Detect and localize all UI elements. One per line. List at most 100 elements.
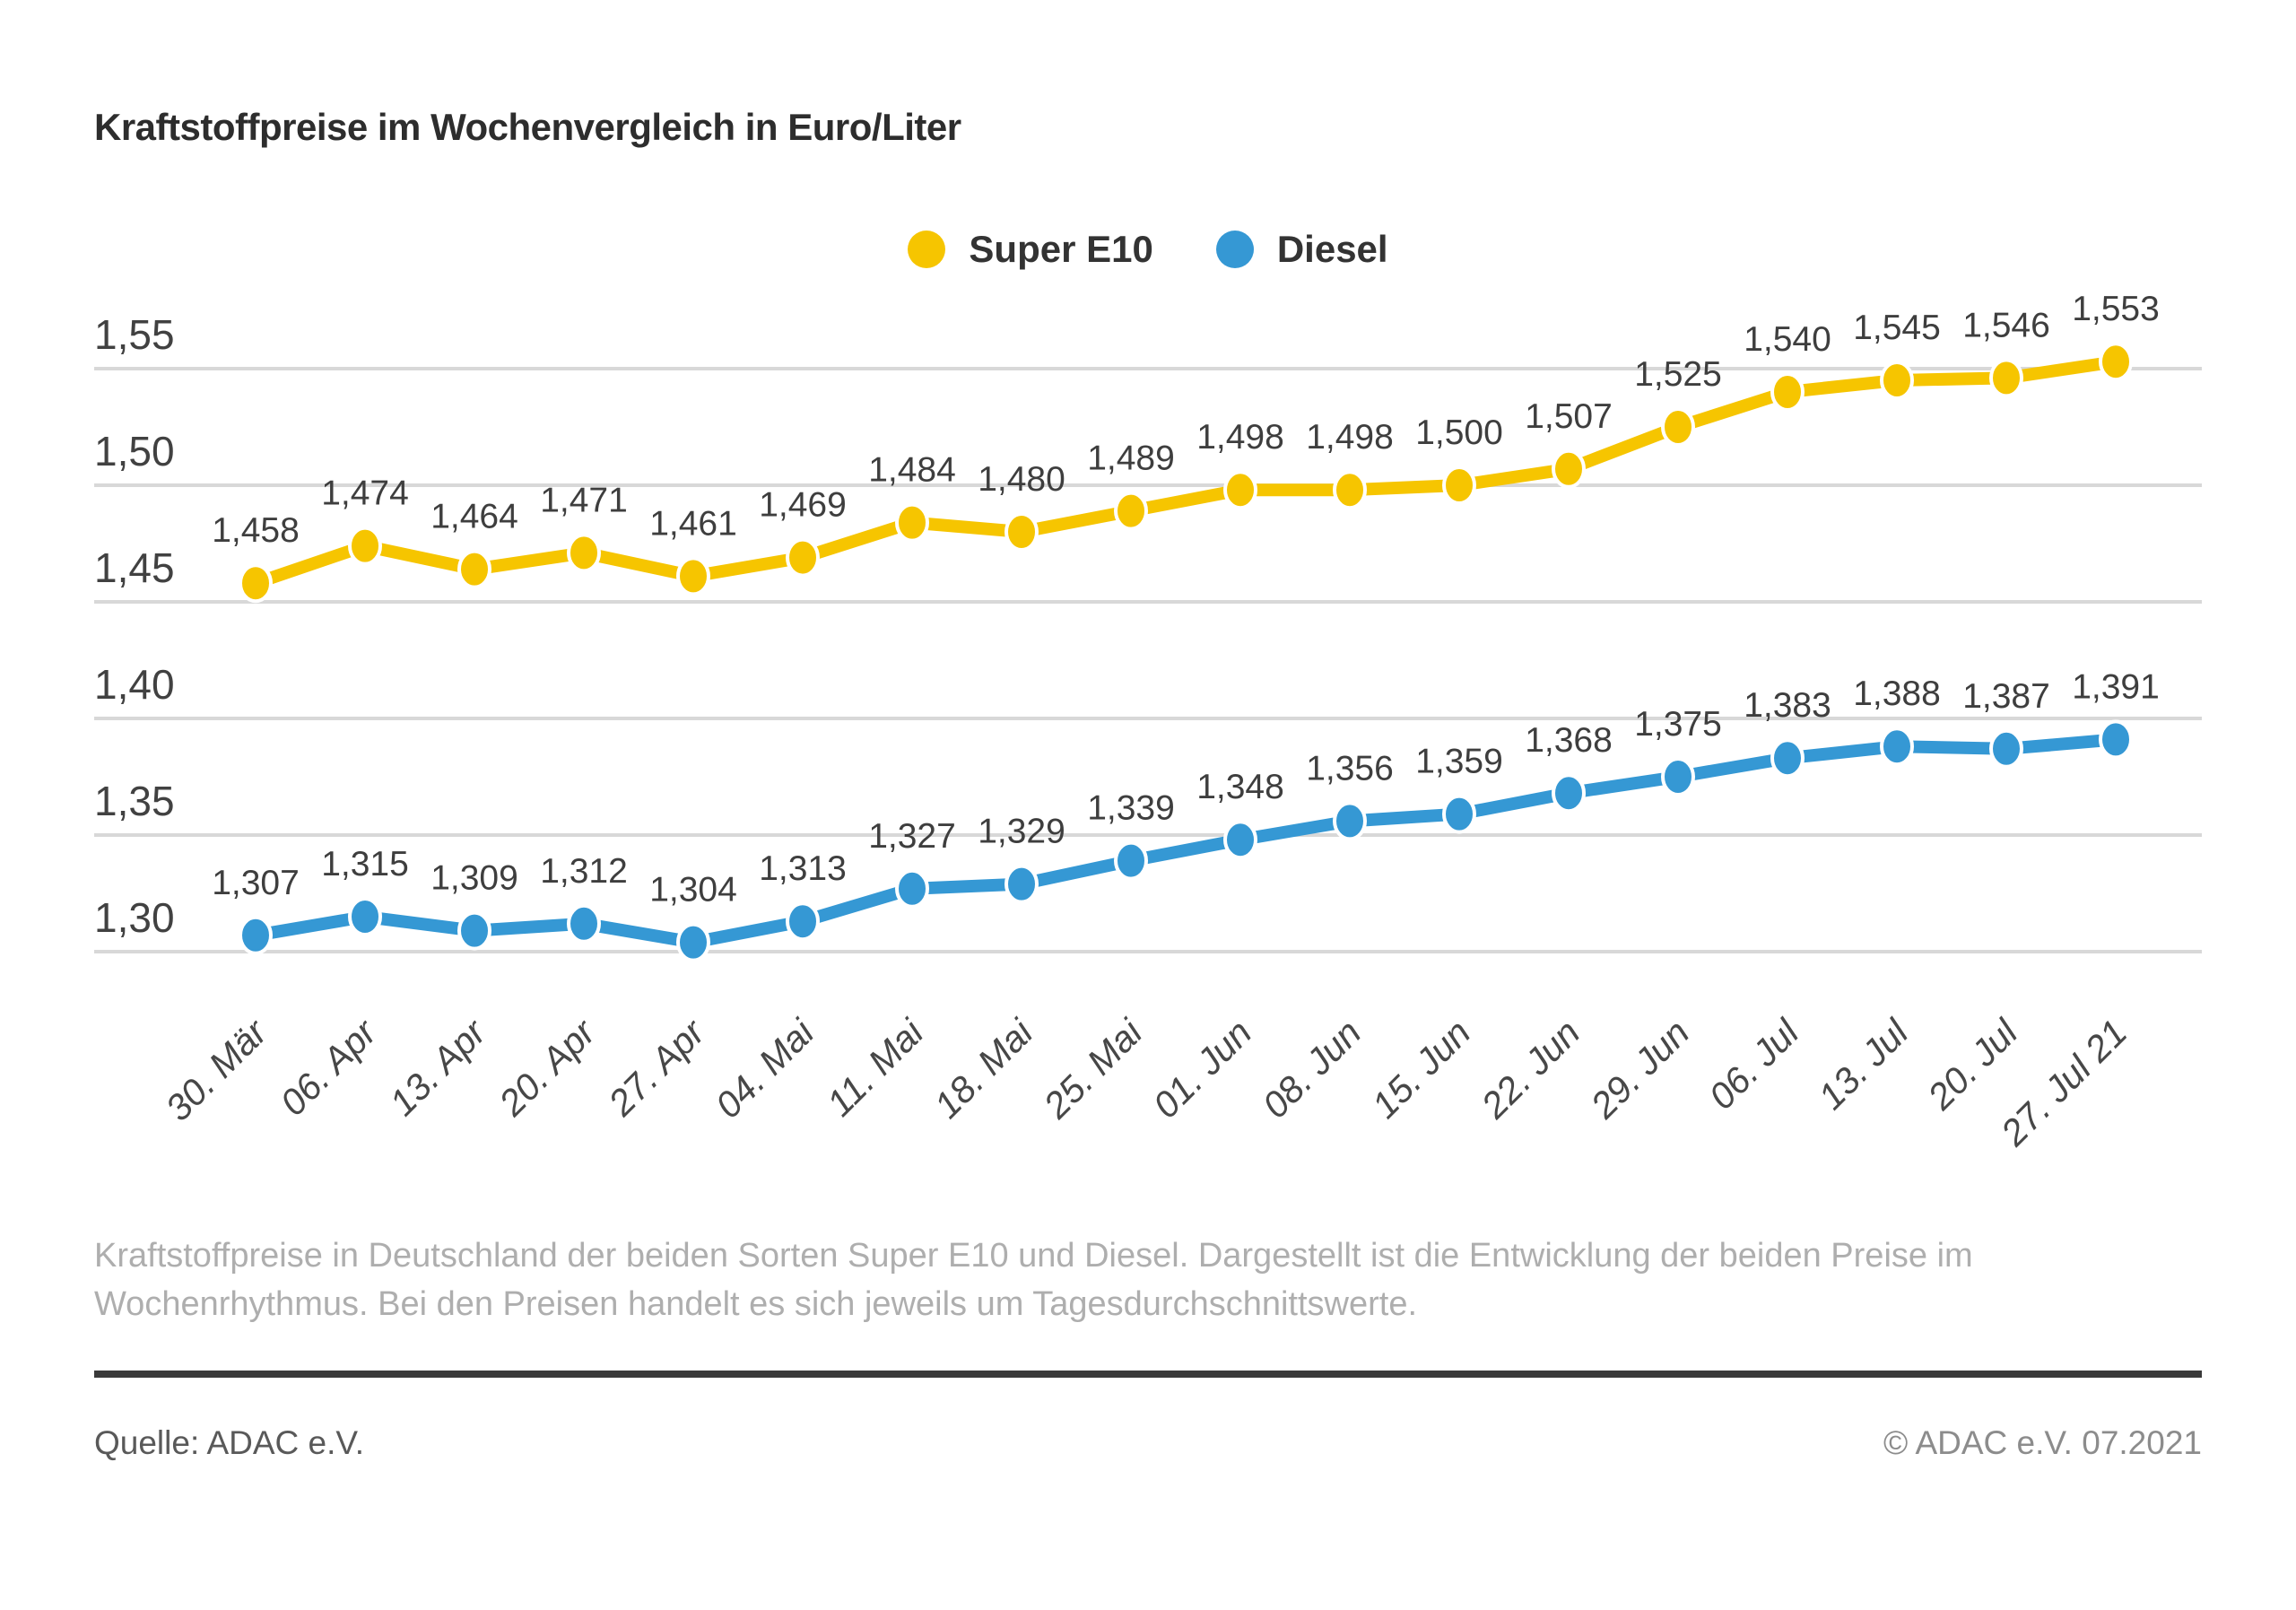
x-tick-label: 20. Jul <box>1919 1011 2027 1118</box>
legend: Super E10 Diesel <box>0 228 2296 271</box>
value-label: 1,375 <box>1634 705 1722 744</box>
data-point <box>457 549 491 589</box>
data-point <box>676 922 710 962</box>
x-tick-label: 04. Mai <box>708 1011 823 1127</box>
data-point <box>2099 342 2133 382</box>
value-label: 1,525 <box>1634 355 1722 394</box>
data-point <box>348 526 382 566</box>
data-point <box>1223 820 1257 860</box>
data-point <box>239 915 273 955</box>
data-point <box>1770 738 1805 779</box>
value-label: 1,480 <box>978 460 1065 499</box>
value-label: 1,553 <box>2072 292 2160 328</box>
value-label: 1,368 <box>1525 721 1613 760</box>
data-point <box>1442 466 1476 505</box>
data-point <box>348 897 382 936</box>
value-label: 1,387 <box>1962 677 2050 716</box>
value-label: 1,545 <box>1853 309 1941 347</box>
data-point <box>1770 372 1805 412</box>
value-label: 1,546 <box>1962 306 2050 344</box>
x-tick-label: 13. Apr <box>381 1010 495 1124</box>
value-label: 1,329 <box>978 813 1065 851</box>
data-point <box>2099 719 2133 760</box>
data-point <box>1552 773 1586 814</box>
data-point <box>457 910 491 951</box>
y-tick-label: 1,30 <box>94 894 175 941</box>
value-label: 1,313 <box>759 849 847 888</box>
value-label: 1,339 <box>1087 789 1175 828</box>
data-point <box>676 556 710 596</box>
value-label: 1,464 <box>430 498 518 536</box>
gridlines-and-yticks: 1,55 1,50 1,45 1,40 1,35 1,30 <box>94 311 2202 953</box>
data-point <box>1333 470 1367 510</box>
series-line <box>249 355 2122 590</box>
value-label: 1,458 <box>212 511 300 550</box>
data-point <box>567 903 601 944</box>
y-tick-label: 1,35 <box>94 778 175 824</box>
value-label: 1,309 <box>430 859 518 898</box>
data-point <box>239 563 273 604</box>
y-tick-label: 1,50 <box>94 428 175 474</box>
chart-title: Kraftstoffpreise im Wochenvergleich in E… <box>94 106 961 148</box>
x-tick-label: 06. Jul <box>1700 1011 1807 1118</box>
value-label: 1,471 <box>540 481 628 519</box>
value-label: 1,359 <box>1415 743 1503 781</box>
super-e10-marker-icon <box>908 231 946 268</box>
x-tick-label: 06. Apr <box>272 1010 386 1124</box>
data-point <box>1004 512 1039 552</box>
legend-item-diesel: Diesel <box>1215 228 1388 271</box>
value-label: 1,507 <box>1525 397 1613 436</box>
y-tick-label: 1,55 <box>94 311 175 358</box>
value-label: 1,388 <box>1853 674 1941 713</box>
x-tick-label: 18. Mai <box>926 1011 1042 1127</box>
value-label: 1,500 <box>1415 413 1503 452</box>
description-line-1: Kraftstoffpreise in Deutschland der beid… <box>94 1237 1973 1275</box>
data-point <box>1552 448 1586 489</box>
value-label: 1,474 <box>321 474 409 513</box>
x-tick-label: 08. Jun <box>1255 1012 1370 1127</box>
data-point <box>1114 491 1148 531</box>
value-label: 1,307 <box>212 864 300 902</box>
value-label: 1,304 <box>649 871 737 909</box>
data-point <box>1661 757 1695 796</box>
x-tick-label: 22. Jun <box>1473 1012 1587 1127</box>
diesel-series: 1,307 1,315 1,309 1,312 1,304 1,313 1,327 1,329… <box>212 667 2160 962</box>
chart-description: Kraftstoffpreise in Deutschland der beid… <box>94 1232 2202 1329</box>
data-point <box>786 537 820 578</box>
value-label: 1,327 <box>868 817 956 856</box>
x-tick-label: 11. Mai <box>819 1011 933 1125</box>
value-label: 1,489 <box>1087 439 1175 478</box>
value-label: 1,540 <box>1744 320 1831 359</box>
value-label: 1,391 <box>2072 667 2160 706</box>
x-tick-label: 29. Jun <box>1582 1012 1697 1127</box>
source-label: Quelle: ADAC e.V. <box>94 1423 364 1461</box>
data-point <box>895 502 929 543</box>
x-tick-label: 30. Mär <box>158 1010 276 1128</box>
legend-label-super-e10: Super E10 <box>969 228 1153 270</box>
x-tick-label: 01. Jun <box>1145 1012 1260 1127</box>
data-point <box>1880 727 1914 767</box>
data-point <box>1223 470 1257 510</box>
value-label: 1,312 <box>540 852 628 891</box>
x-tick-label: 27. Apr <box>600 1010 714 1124</box>
value-label: 1,461 <box>649 504 737 543</box>
data-point <box>567 533 601 573</box>
series-line <box>249 733 2122 949</box>
super-e10-series: 1,458 1,474 1,464 1,471 1,461 1,469 1,484 1,480… <box>212 292 2160 604</box>
data-point <box>1442 794 1476 834</box>
value-label: 1,348 <box>1196 768 1284 806</box>
data-point <box>1989 728 2023 769</box>
value-label: 1,498 <box>1196 418 1284 457</box>
y-tick-label: 1,45 <box>94 544 175 591</box>
value-label: 1,498 <box>1306 418 1394 457</box>
value-label: 1,383 <box>1744 686 1831 725</box>
data-point <box>1989 358 2023 398</box>
divider <box>94 1370 2202 1378</box>
footer: Quelle: ADAC e.V. © ADAC e.V. 07.2021 <box>94 1424 2202 1462</box>
copyright-label: © ADAC e.V. 07.2021 <box>1883 1423 2202 1461</box>
x-tick-label: 25. Mai <box>1035 1011 1152 1127</box>
legend-label-diesel: Diesel <box>1276 228 1388 270</box>
